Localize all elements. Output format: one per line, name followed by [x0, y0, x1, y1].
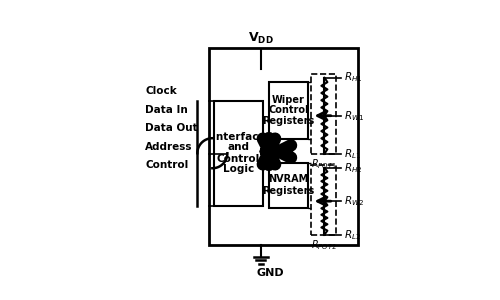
Text: Address: Address: [146, 142, 193, 152]
Text: GND: GND: [256, 268, 284, 278]
Text: $R_{L1}$: $R_{L1}$: [344, 147, 362, 161]
Text: $R_{POT2}$: $R_{POT2}$: [311, 238, 337, 252]
Text: $R_{H2}$: $R_{H2}$: [344, 161, 362, 175]
Text: $R_{W2}$: $R_{W2}$: [344, 194, 364, 208]
Text: $R_{H1}$: $R_{H1}$: [344, 71, 362, 85]
Bar: [209, 47, 358, 245]
Text: Control: Control: [268, 106, 309, 116]
Text: Data In: Data In: [146, 105, 188, 115]
Text: Control: Control: [146, 160, 188, 170]
Text: $R_{POT1}$: $R_{POT1}$: [311, 157, 337, 171]
Text: Clock: Clock: [146, 86, 177, 96]
Bar: [214, 101, 263, 206]
Bar: [269, 82, 308, 139]
Text: $\mathbf{V_{DD}}$: $\mathbf{V_{DD}}$: [248, 31, 274, 46]
Text: $R_{W1}$: $R_{W1}$: [344, 109, 364, 123]
Text: Wiper: Wiper: [272, 95, 305, 105]
Text: Registers: Registers: [262, 116, 314, 126]
Bar: [269, 163, 308, 208]
Text: NVRAM: NVRAM: [268, 174, 308, 184]
Bar: [310, 165, 336, 235]
Text: Logic: Logic: [222, 164, 254, 174]
Text: and: and: [228, 142, 250, 152]
Text: Interface: Interface: [212, 132, 265, 142]
Text: Registers: Registers: [262, 186, 314, 196]
Text: Control: Control: [216, 154, 260, 164]
Text: $R_{L2}$: $R_{L2}$: [344, 228, 361, 242]
Text: Data Out: Data Out: [146, 123, 198, 134]
Bar: [310, 74, 336, 154]
